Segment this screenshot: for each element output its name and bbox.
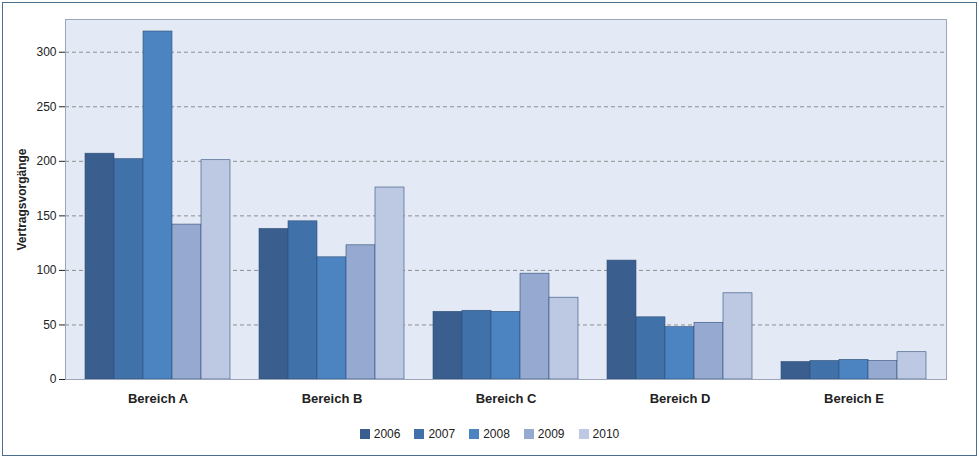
html-text:2009: 2009 (537, 427, 565, 441)
html-text:2006: 2006 (373, 427, 401, 441)
svg-text:Bereich A: Bereich A (128, 391, 189, 406)
svg-text:Bereich C: Bereich C (476, 391, 537, 406)
html-text:2007: 2007 (428, 427, 456, 441)
svg-text:Vertragsvorgänge: Vertragsvorgänge (15, 148, 29, 250)
svg-text:200: 200 (36, 154, 56, 168)
html-text:2008: 2008 (483, 427, 510, 441)
svg-text:Bereich E: Bereich E (824, 391, 884, 406)
svg-text:50: 50 (43, 318, 57, 332)
svg-text:Bereich D: Bereich D (650, 391, 711, 406)
svg-text:0: 0 (50, 372, 57, 386)
svg-text:Bereich B: Bereich B (302, 391, 363, 406)
svg-text:100: 100 (36, 263, 56, 277)
svg-text:300: 300 (36, 45, 56, 59)
html-text:2010: 2010 (592, 427, 620, 441)
svg-text:250: 250 (36, 100, 56, 114)
svg-text:150: 150 (36, 209, 56, 223)
